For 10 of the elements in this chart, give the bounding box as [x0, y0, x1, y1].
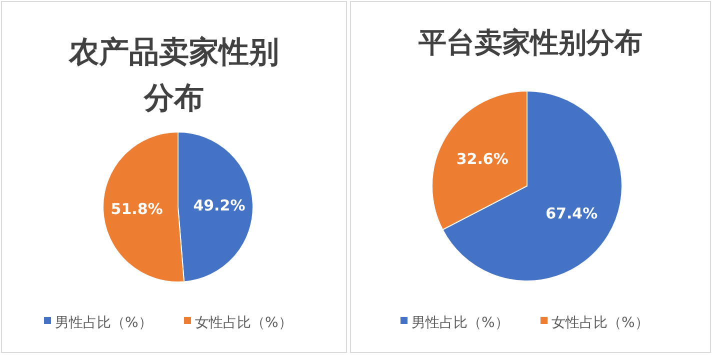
legend-label: 女性占比（%） — [195, 314, 292, 331]
data-label: 49.2% — [193, 196, 246, 215]
data-label: 51.8% — [110, 200, 163, 218]
chart-title: 农产品卖家性别分布 — [68, 35, 279, 116]
legend-label: 男性占比（%） — [412, 314, 509, 331]
data-label: 67.4% — [546, 204, 598, 222]
data-label: 32.6% — [456, 150, 508, 168]
legend-label: 男性占比（%） — [55, 314, 152, 331]
chart-title: 平台卖家性别分布 — [418, 26, 642, 59]
legend-label: 女性占比（%） — [552, 314, 649, 331]
